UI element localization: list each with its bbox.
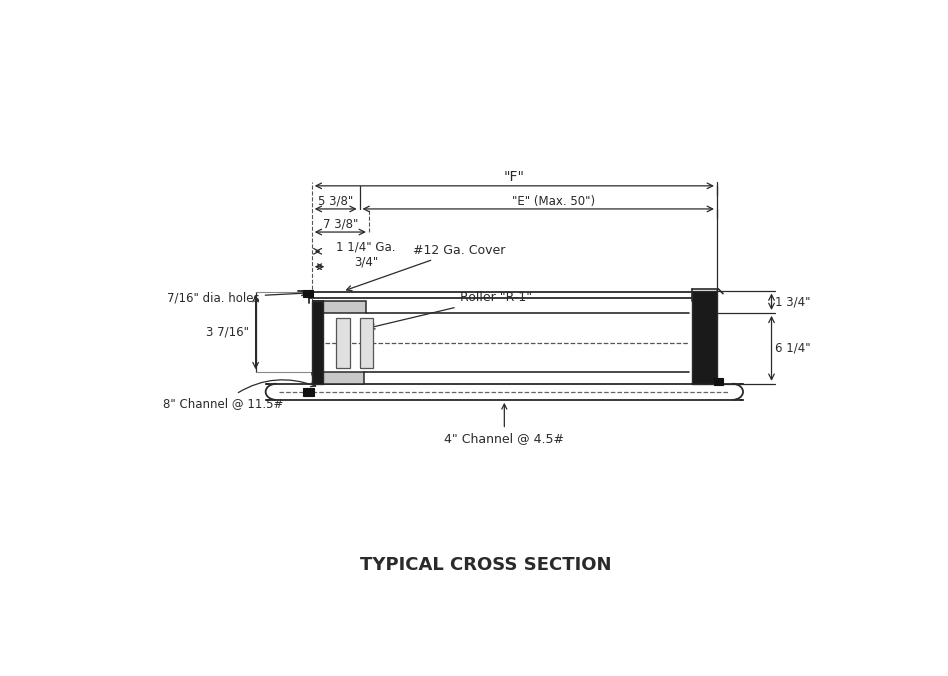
Text: 1 3/4": 1 3/4" [775, 295, 811, 308]
Text: 4" Channel @ 4.5#: 4" Channel @ 4.5# [445, 404, 564, 445]
Text: 1 1/4" Ga.: 1 1/4" Ga. [336, 241, 395, 254]
Polygon shape [312, 301, 366, 313]
Polygon shape [714, 378, 723, 385]
Text: 7/16" dia. holes: 7/16" dia. holes [167, 291, 306, 304]
Text: "F": "F" [503, 170, 525, 184]
Text: Roller "R-1": Roller "R-1" [370, 291, 532, 329]
Text: 8" Channel @ 11.5#: 8" Channel @ 11.5# [163, 380, 316, 410]
Polygon shape [359, 318, 374, 368]
Polygon shape [692, 291, 717, 384]
Text: #12 Ga. Cover: #12 Ga. Cover [347, 243, 506, 291]
Polygon shape [312, 372, 364, 384]
Polygon shape [303, 290, 313, 297]
Text: TYPICAL CROSS SECTION: TYPICAL CROSS SECTION [360, 556, 611, 574]
Text: 7 3/8": 7 3/8" [322, 218, 358, 231]
Text: 3/4": 3/4" [355, 256, 378, 268]
Text: 5 3/8": 5 3/8" [319, 195, 354, 208]
Text: 6 1/4": 6 1/4" [775, 342, 811, 355]
Polygon shape [303, 388, 314, 395]
Polygon shape [312, 301, 323, 384]
Text: 3 7/16": 3 7/16" [207, 326, 249, 339]
Polygon shape [337, 318, 351, 368]
Text: "E" (Max. 50"): "E" (Max. 50") [512, 195, 595, 208]
